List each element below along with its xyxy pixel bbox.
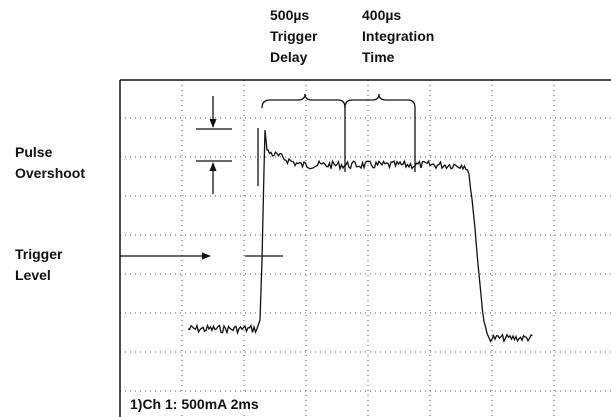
integration-label: Time <box>362 49 395 65</box>
integration-brace <box>344 93 416 109</box>
integration-label: Integration <box>362 28 434 44</box>
delay-label: Delay <box>270 49 308 65</box>
trigger-level-label: Trigger <box>15 246 63 262</box>
overshoot-label: Overshoot <box>15 165 85 181</box>
label-bg <box>124 394 284 414</box>
signal-trace <box>187 129 533 344</box>
overshoot-label: Pulse <box>15 144 53 160</box>
delay-label: Trigger <box>270 28 318 44</box>
trigger-level-label: Level <box>15 267 51 283</box>
integration-time: 400µs <box>362 7 401 23</box>
scope-grid <box>120 80 611 417</box>
delay-time: 500µs <box>270 7 309 23</box>
delay-brace <box>261 93 346 109</box>
channel-info: 1)Ch 1: 500mA 2ms <box>130 396 259 412</box>
